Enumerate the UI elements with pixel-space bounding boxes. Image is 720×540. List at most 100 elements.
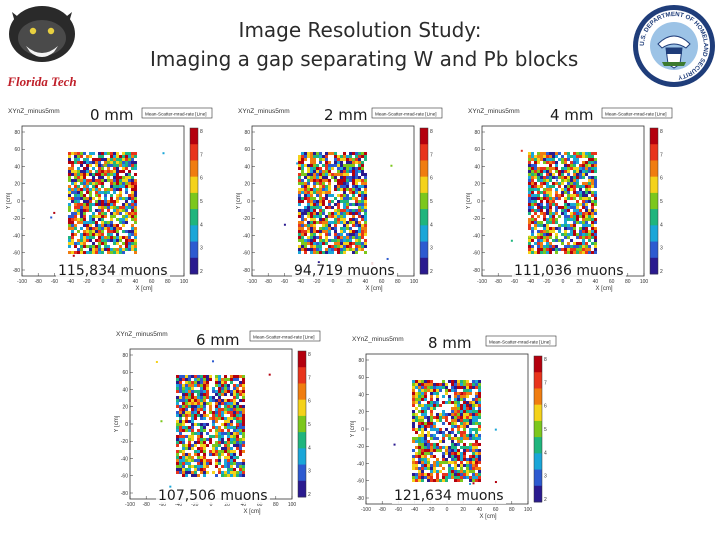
y-tick-label: 80	[244, 130, 250, 136]
colorbar-segment	[534, 485, 542, 503]
colorbar-tick-label: 8	[544, 357, 547, 363]
colorbar-tick-label: 7	[430, 152, 433, 158]
x-tick-label: 80	[165, 279, 171, 285]
x-axis-label: X [cm]	[365, 286, 382, 292]
colorbar-segment	[650, 128, 658, 145]
histogram-name: XYnZ_minus5mm	[238, 108, 290, 115]
stats-box	[601, 107, 673, 119]
heatmap-plot-6mm: XYnZ_minus5mm Mean-Scatter-mrad-rate [Lin…	[114, 327, 322, 523]
x-tick-label: -80	[495, 279, 502, 285]
x-tick-label: -40	[297, 279, 304, 285]
y-tick-label: -60	[357, 479, 364, 485]
colorbar-segment	[534, 420, 542, 438]
x-tick-label: 100	[524, 507, 533, 513]
colorbar-segment	[650, 144, 658, 161]
x-tick-label: -60	[281, 279, 288, 285]
x-tick-label: 60	[149, 279, 155, 285]
colorbar-segment	[650, 225, 658, 242]
colorbar-tick-label: 8	[308, 352, 311, 358]
x-tick-label: -60	[51, 279, 58, 285]
colorbar-tick-label: 3	[544, 474, 547, 480]
x-tick-label: -60	[159, 502, 166, 508]
x-tick-label: 40	[241, 502, 247, 508]
gap-label-2mm: 2 mm	[324, 106, 368, 124]
colorbar-tick-label: 7	[544, 380, 547, 386]
y-tick-label: -40	[13, 233, 20, 239]
colorbar-segment	[420, 160, 428, 178]
histogram-name: XYnZ_minus5mm	[352, 336, 404, 343]
muon-count-6mm: 107,506 muons	[156, 488, 270, 504]
y-tick-label: -80	[121, 491, 128, 497]
y-tick-label: 20	[474, 182, 480, 188]
gap-label-8mm: 8 mm	[428, 334, 472, 352]
colorbar-segment	[420, 257, 428, 275]
colorbar-frame	[297, 350, 307, 498]
colorbar-tick-label: 8	[200, 129, 203, 135]
x-tick-label: -20	[313, 279, 320, 285]
y-tick-label: -40	[357, 461, 364, 467]
colorbar-segment	[420, 225, 428, 242]
colorbar-segment	[298, 351, 306, 368]
y-tick-label: 60	[474, 147, 480, 153]
histogram-name: XYnZ_minus5mm	[8, 108, 60, 115]
x-tick-label: 100	[288, 502, 297, 508]
colorbar-tick-label: 7	[660, 152, 663, 158]
stats-box-text: Mean-Scatter-mrad-rate [Line]	[145, 112, 207, 117]
x-tick-label: 80	[625, 279, 631, 285]
colorbar-tick-label: 4	[660, 222, 663, 228]
heatmap-plot-0mm: XYnZ_minus5mm Mean-Scatter-mrad-rate [Lin…	[6, 104, 214, 300]
y-tick-label: -20	[243, 216, 250, 222]
colorbar-segment	[298, 383, 306, 401]
y-tick-label: -20	[121, 439, 128, 445]
colorbar-segment	[190, 192, 198, 210]
colorbar-segment	[650, 257, 658, 275]
colorbar-tick-label: 5	[200, 199, 203, 205]
colorbar-segment	[650, 160, 658, 178]
colorbar-segment	[298, 480, 306, 498]
y-tick-label: -40	[121, 456, 128, 462]
y-tick-label: -60	[473, 251, 480, 257]
colorbar-tick-label: 2	[308, 492, 311, 498]
heatmap-svg: XYnZ_minus5mm Mean-Scatter-mrad-rate [Lin…	[114, 330, 321, 515]
x-tick-label: 60	[257, 502, 263, 508]
colorbar-segment	[534, 437, 542, 454]
colorbar-tick-label: 6	[200, 176, 203, 182]
y-tick-label: 20	[14, 182, 20, 188]
x-tick-label: -100	[477, 279, 487, 285]
colorbar-tick-label: 3	[308, 469, 311, 475]
y-tick-label: 0	[17, 199, 20, 205]
y-axis-label: Y [cm]	[114, 415, 120, 432]
y-tick-label: 60	[122, 370, 128, 376]
x-tick-label: 0	[332, 279, 335, 285]
colorbar-segment	[420, 144, 428, 161]
heatmap-cells	[510, 149, 597, 254]
y-tick-label: 80	[358, 358, 364, 364]
heatmap-svg: XYnZ_minus5mm Mean-Scatter-mrad-rate [Lin…	[236, 107, 443, 292]
x-tick-label: 0	[562, 279, 565, 285]
y-tick-label: 60	[14, 147, 20, 153]
colorbar-tick-label: 2	[430, 269, 433, 275]
x-tick-label: 80	[509, 507, 515, 513]
florida-tech-logo: Florida Tech	[6, 6, 77, 89]
colorbar-tick-label: 6	[308, 399, 311, 405]
y-tick-label: 20	[358, 410, 364, 416]
x-tick-label: 60	[379, 279, 385, 285]
x-tick-label: 100	[180, 279, 189, 285]
colorbar-segment	[650, 192, 658, 210]
heatmap-plot-8mm: XYnZ_minus5mm Mean-Scatter-mrad-rate [Lin…	[350, 332, 558, 528]
y-tick-label: -80	[13, 268, 20, 274]
x-tick-label: -40	[527, 279, 534, 285]
colorbar-segment	[190, 257, 198, 275]
colorbar-tick-label: 8	[660, 129, 663, 135]
colorbar-segment	[190, 176, 198, 194]
y-tick-label: 40	[14, 164, 20, 170]
colorbar-tick-label: 4	[544, 450, 547, 456]
x-tick-label: -100	[125, 502, 135, 508]
colorbar-segment	[534, 453, 542, 470]
x-tick-label: 20	[224, 502, 230, 508]
y-tick-label: 80	[122, 353, 128, 359]
x-tick-label: 40	[477, 507, 483, 513]
colorbar-segment	[190, 225, 198, 242]
heatmap-plot-2mm: XYnZ_minus5mm Mean-Scatter-mrad-rate [Lin…	[236, 104, 444, 300]
y-tick-label: 0	[125, 422, 128, 428]
